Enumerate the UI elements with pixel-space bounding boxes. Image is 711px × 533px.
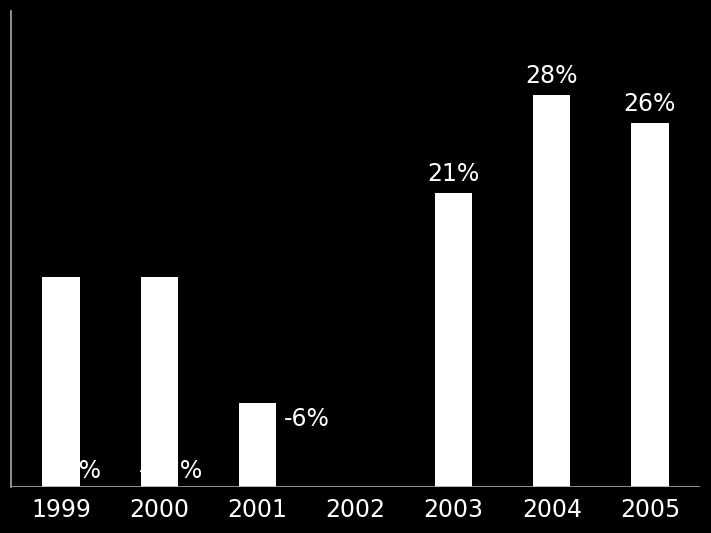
Bar (631, 123, 668, 487)
Text: -15%: -15% (41, 458, 102, 482)
Bar (533, 95, 570, 487)
Text: -6%: -6% (284, 407, 330, 431)
Text: 28%: 28% (525, 64, 578, 88)
Text: –15%: –15% (139, 458, 203, 482)
Bar (43, 277, 80, 487)
Bar (435, 193, 472, 487)
Text: 26%: 26% (624, 92, 676, 116)
Bar (141, 277, 178, 487)
Bar (239, 403, 276, 487)
Text: 21%: 21% (427, 162, 480, 186)
